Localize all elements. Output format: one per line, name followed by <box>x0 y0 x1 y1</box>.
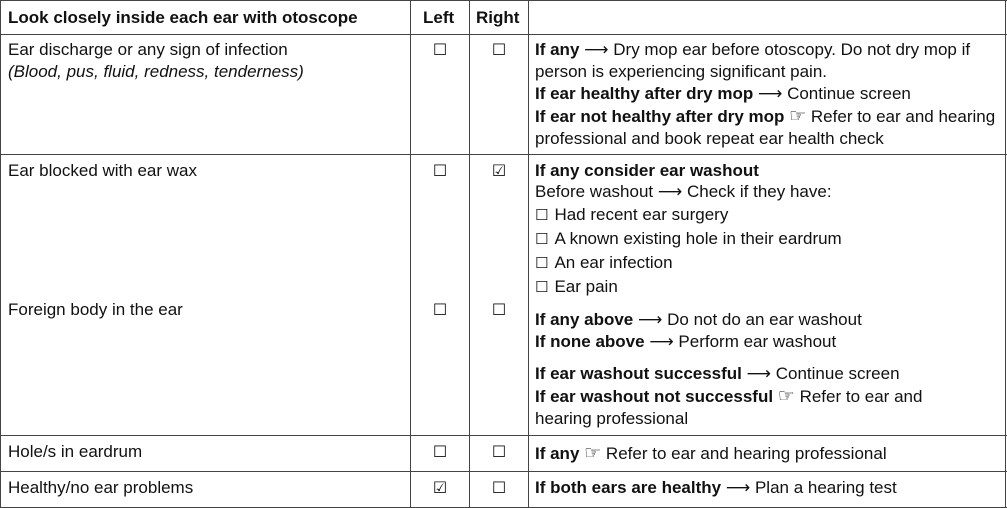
arrow-icon: ⟶ <box>746 364 772 384</box>
instruction: If any ⟶ Dry mop ear before otoscopy. Do… <box>535 40 971 81</box>
right-checkbox[interactable]: ☐ <box>491 478 507 497</box>
row-label: Ear discharge or any sign of infection <box>8 40 288 59</box>
row-label: Ear blocked with ear wax <box>8 161 197 180</box>
divider <box>0 34 1007 35</box>
header-left: Left <box>423 8 455 27</box>
pointing-hand-icon: ☞ <box>789 105 807 127</box>
checklist-item[interactable]: ☐ An ear infection <box>535 253 673 272</box>
divider <box>0 471 1007 472</box>
divider <box>469 0 470 508</box>
header-right: Right <box>476 8 520 27</box>
divider <box>1005 0 1006 508</box>
right-checkbox[interactable]: ☐ <box>491 442 507 461</box>
right-checkbox[interactable]: ☐ <box>491 40 507 59</box>
right-checkbox[interactable]: ☐ <box>491 300 507 319</box>
instruction: If any above ⟶ Do not do an ear washout <box>535 310 862 330</box>
divider <box>0 154 1007 155</box>
pointing-hand-icon: ☞ <box>777 385 795 407</box>
left-checkbox[interactable]: ☑ <box>432 478 448 497</box>
left-checkbox[interactable]: ☐ <box>432 40 448 59</box>
left-checkbox[interactable]: ☐ <box>432 161 448 180</box>
instruction: If none above ⟶ Perform ear washout <box>535 332 837 352</box>
arrow-icon: ⟶ <box>638 310 663 330</box>
row-label: Healthy/no ear problems <box>8 478 194 497</box>
arrow-icon: ⟶ <box>757 84 783 104</box>
checkbox-icon[interactable]: ☐ <box>535 230 549 248</box>
checkbox-icon[interactable]: ☐ <box>535 206 549 224</box>
instruction: If ear washout not successful ☞ Refer to… <box>535 385 923 428</box>
left-checkbox[interactable]: ☐ <box>432 442 448 461</box>
instruction: If ear not healthy after dry mop ☞ Refer… <box>535 105 996 148</box>
checklist-item[interactable]: ☐ Had recent ear surgery <box>535 205 729 224</box>
header-title: Look closely inside each ear with otosco… <box>8 8 358 27</box>
arrow-icon: ⟶ <box>725 478 751 498</box>
divider <box>0 0 1007 1</box>
left-checkbox[interactable]: ☐ <box>432 300 448 319</box>
row-label: Foreign body in the ear <box>8 300 183 319</box>
row-sublabel: (Blood, pus, fluid, redness, tenderness) <box>8 62 304 81</box>
checkbox-icon[interactable]: ☐ <box>535 254 549 272</box>
instruction: If any ☞ Refer to ear and hearing profes… <box>535 442 887 464</box>
arrow-icon: ⟶ <box>657 182 683 202</box>
instruction-heading: If any consider ear washout <box>535 161 759 180</box>
checklist-item[interactable]: ☐ A known existing hole in their eardrum <box>535 229 842 248</box>
instruction: If both ears are healthy ⟶ Plan a hearin… <box>535 478 897 498</box>
arrow-icon: ⟶ <box>584 40 609 60</box>
pointing-hand-icon: ☞ <box>584 442 602 464</box>
right-checkbox[interactable]: ☑ <box>491 161 507 180</box>
instruction: If ear healthy after dry mop ⟶ Continue … <box>535 84 911 104</box>
checkbox-icon[interactable]: ☐ <box>535 278 549 296</box>
divider <box>528 0 529 508</box>
instruction: Before washout ⟶ Check if they have: <box>535 182 832 202</box>
checklist-item[interactable]: ☐ Ear pain <box>535 277 618 296</box>
divider <box>0 435 1007 436</box>
divider <box>410 0 411 508</box>
row-label: Hole/s in eardrum <box>8 442 143 461</box>
instruction: If ear washout successful ⟶ Continue scr… <box>535 364 900 384</box>
arrow-icon: ⟶ <box>649 332 674 352</box>
divider <box>0 0 1 508</box>
